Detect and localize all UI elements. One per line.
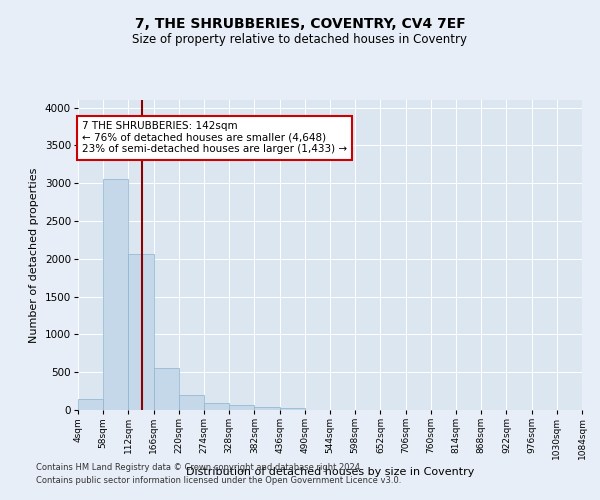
Bar xyxy=(179,395,204,410)
Text: Size of property relative to detached houses in Coventry: Size of property relative to detached ho… xyxy=(133,32,467,46)
Text: Contains HM Land Registry data © Crown copyright and database right 2024.: Contains HM Land Registry data © Crown c… xyxy=(36,464,362,472)
Y-axis label: Number of detached properties: Number of detached properties xyxy=(29,168,39,342)
X-axis label: Distribution of detached houses by size in Coventry: Distribution of detached houses by size … xyxy=(186,468,474,477)
Bar xyxy=(128,254,154,410)
Text: 7 THE SHRUBBERIES: 142sqm
← 76% of detached houses are smaller (4,648)
23% of se: 7 THE SHRUBBERIES: 142sqm ← 76% of detac… xyxy=(82,121,347,154)
Bar xyxy=(154,368,179,410)
Bar xyxy=(78,400,103,410)
Bar xyxy=(280,408,305,410)
Text: 7, THE SHRUBBERIES, COVENTRY, CV4 7EF: 7, THE SHRUBBERIES, COVENTRY, CV4 7EF xyxy=(134,18,466,32)
Bar xyxy=(254,407,280,410)
Bar xyxy=(103,178,128,410)
Text: Contains public sector information licensed under the Open Government Licence v3: Contains public sector information licen… xyxy=(36,476,401,485)
Bar xyxy=(204,403,229,410)
Bar xyxy=(229,406,254,410)
